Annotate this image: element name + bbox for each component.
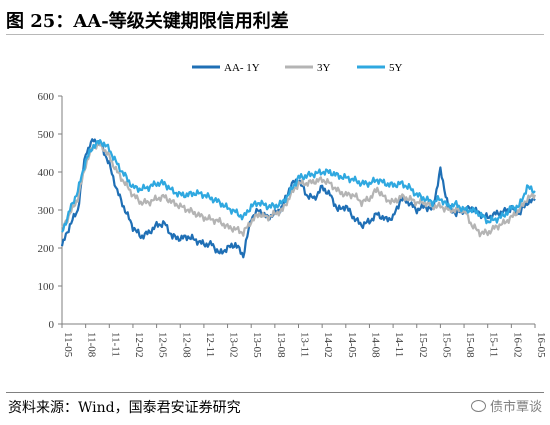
x-tick-label: 11-11: [109, 332, 121, 357]
x-tick-label: 12-05: [157, 332, 169, 358]
y-tick-label: 100: [38, 281, 55, 293]
x-tick-label: 11-05: [62, 332, 74, 358]
legend-label: 3Y: [317, 62, 331, 74]
x-tick-label: 13-11: [299, 332, 311, 357]
y-tick-label: 400: [38, 167, 55, 179]
footer-divider: [6, 392, 544, 393]
legend-label: AA- 1Y: [224, 62, 260, 74]
x-tick-label: 14-08: [369, 332, 381, 358]
x-tick-label: 13-05: [251, 332, 263, 358]
watermark-text: 债市覃谈: [489, 400, 542, 415]
source-note: 资料来源：Wind，国泰君安证券研究: [8, 400, 241, 416]
x-tick-label: 13-08: [275, 332, 287, 358]
x-tick-label: 11-08: [86, 332, 98, 358]
y-tick-label: 300: [38, 205, 55, 217]
x-tick-label: 16-02: [511, 332, 523, 358]
wechat-icon: [470, 400, 486, 412]
y-tick-label: 600: [38, 91, 55, 103]
x-tick-label: 12-08: [180, 332, 192, 358]
series-line-1: [60, 138, 536, 259]
series-line-3: [61, 138, 536, 233]
x-tick-label: 13-02: [228, 332, 240, 358]
axes: 0 100 200 300 400 500 600 11-05 11-08 11-11 12-02 1…: [38, 91, 548, 358]
x-tick-label: 15-02: [417, 332, 429, 358]
x-tick-label: 15-05: [440, 332, 452, 358]
chart-title: 图 25：AA-等级关键期限信用利差: [6, 11, 289, 32]
line-chart: AA- 1Y 3Y 5Y 0 100 200 300 400 500 600 11-05 11-08…: [38, 62, 548, 358]
y-tick-label: 200: [38, 243, 55, 255]
y-tick-label: 0: [49, 319, 55, 331]
x-tick-label: 14-02: [322, 332, 334, 358]
watermark: 债市覃谈: [470, 396, 542, 415]
legend: AA- 1Y 3Y 5Y: [192, 62, 403, 74]
y-tick-label: 500: [38, 129, 55, 141]
x-tick-label: 15-11: [488, 332, 500, 357]
x-tick-label: 12-02: [133, 332, 145, 358]
series-line-2: [61, 141, 537, 238]
x-tick-label: 14-11: [393, 332, 405, 357]
x-tick-label: 12-11: [204, 332, 216, 357]
legend-label: 5Y: [389, 62, 403, 74]
title-bar: 图 25：AA-等级关键期限信用利差: [6, 4, 544, 35]
x-tick-label: 15-08: [464, 332, 476, 358]
x-tick-label: 14-05: [346, 332, 358, 358]
x-tick-label: 16-05: [535, 332, 547, 358]
series-lines: [60, 138, 537, 259]
